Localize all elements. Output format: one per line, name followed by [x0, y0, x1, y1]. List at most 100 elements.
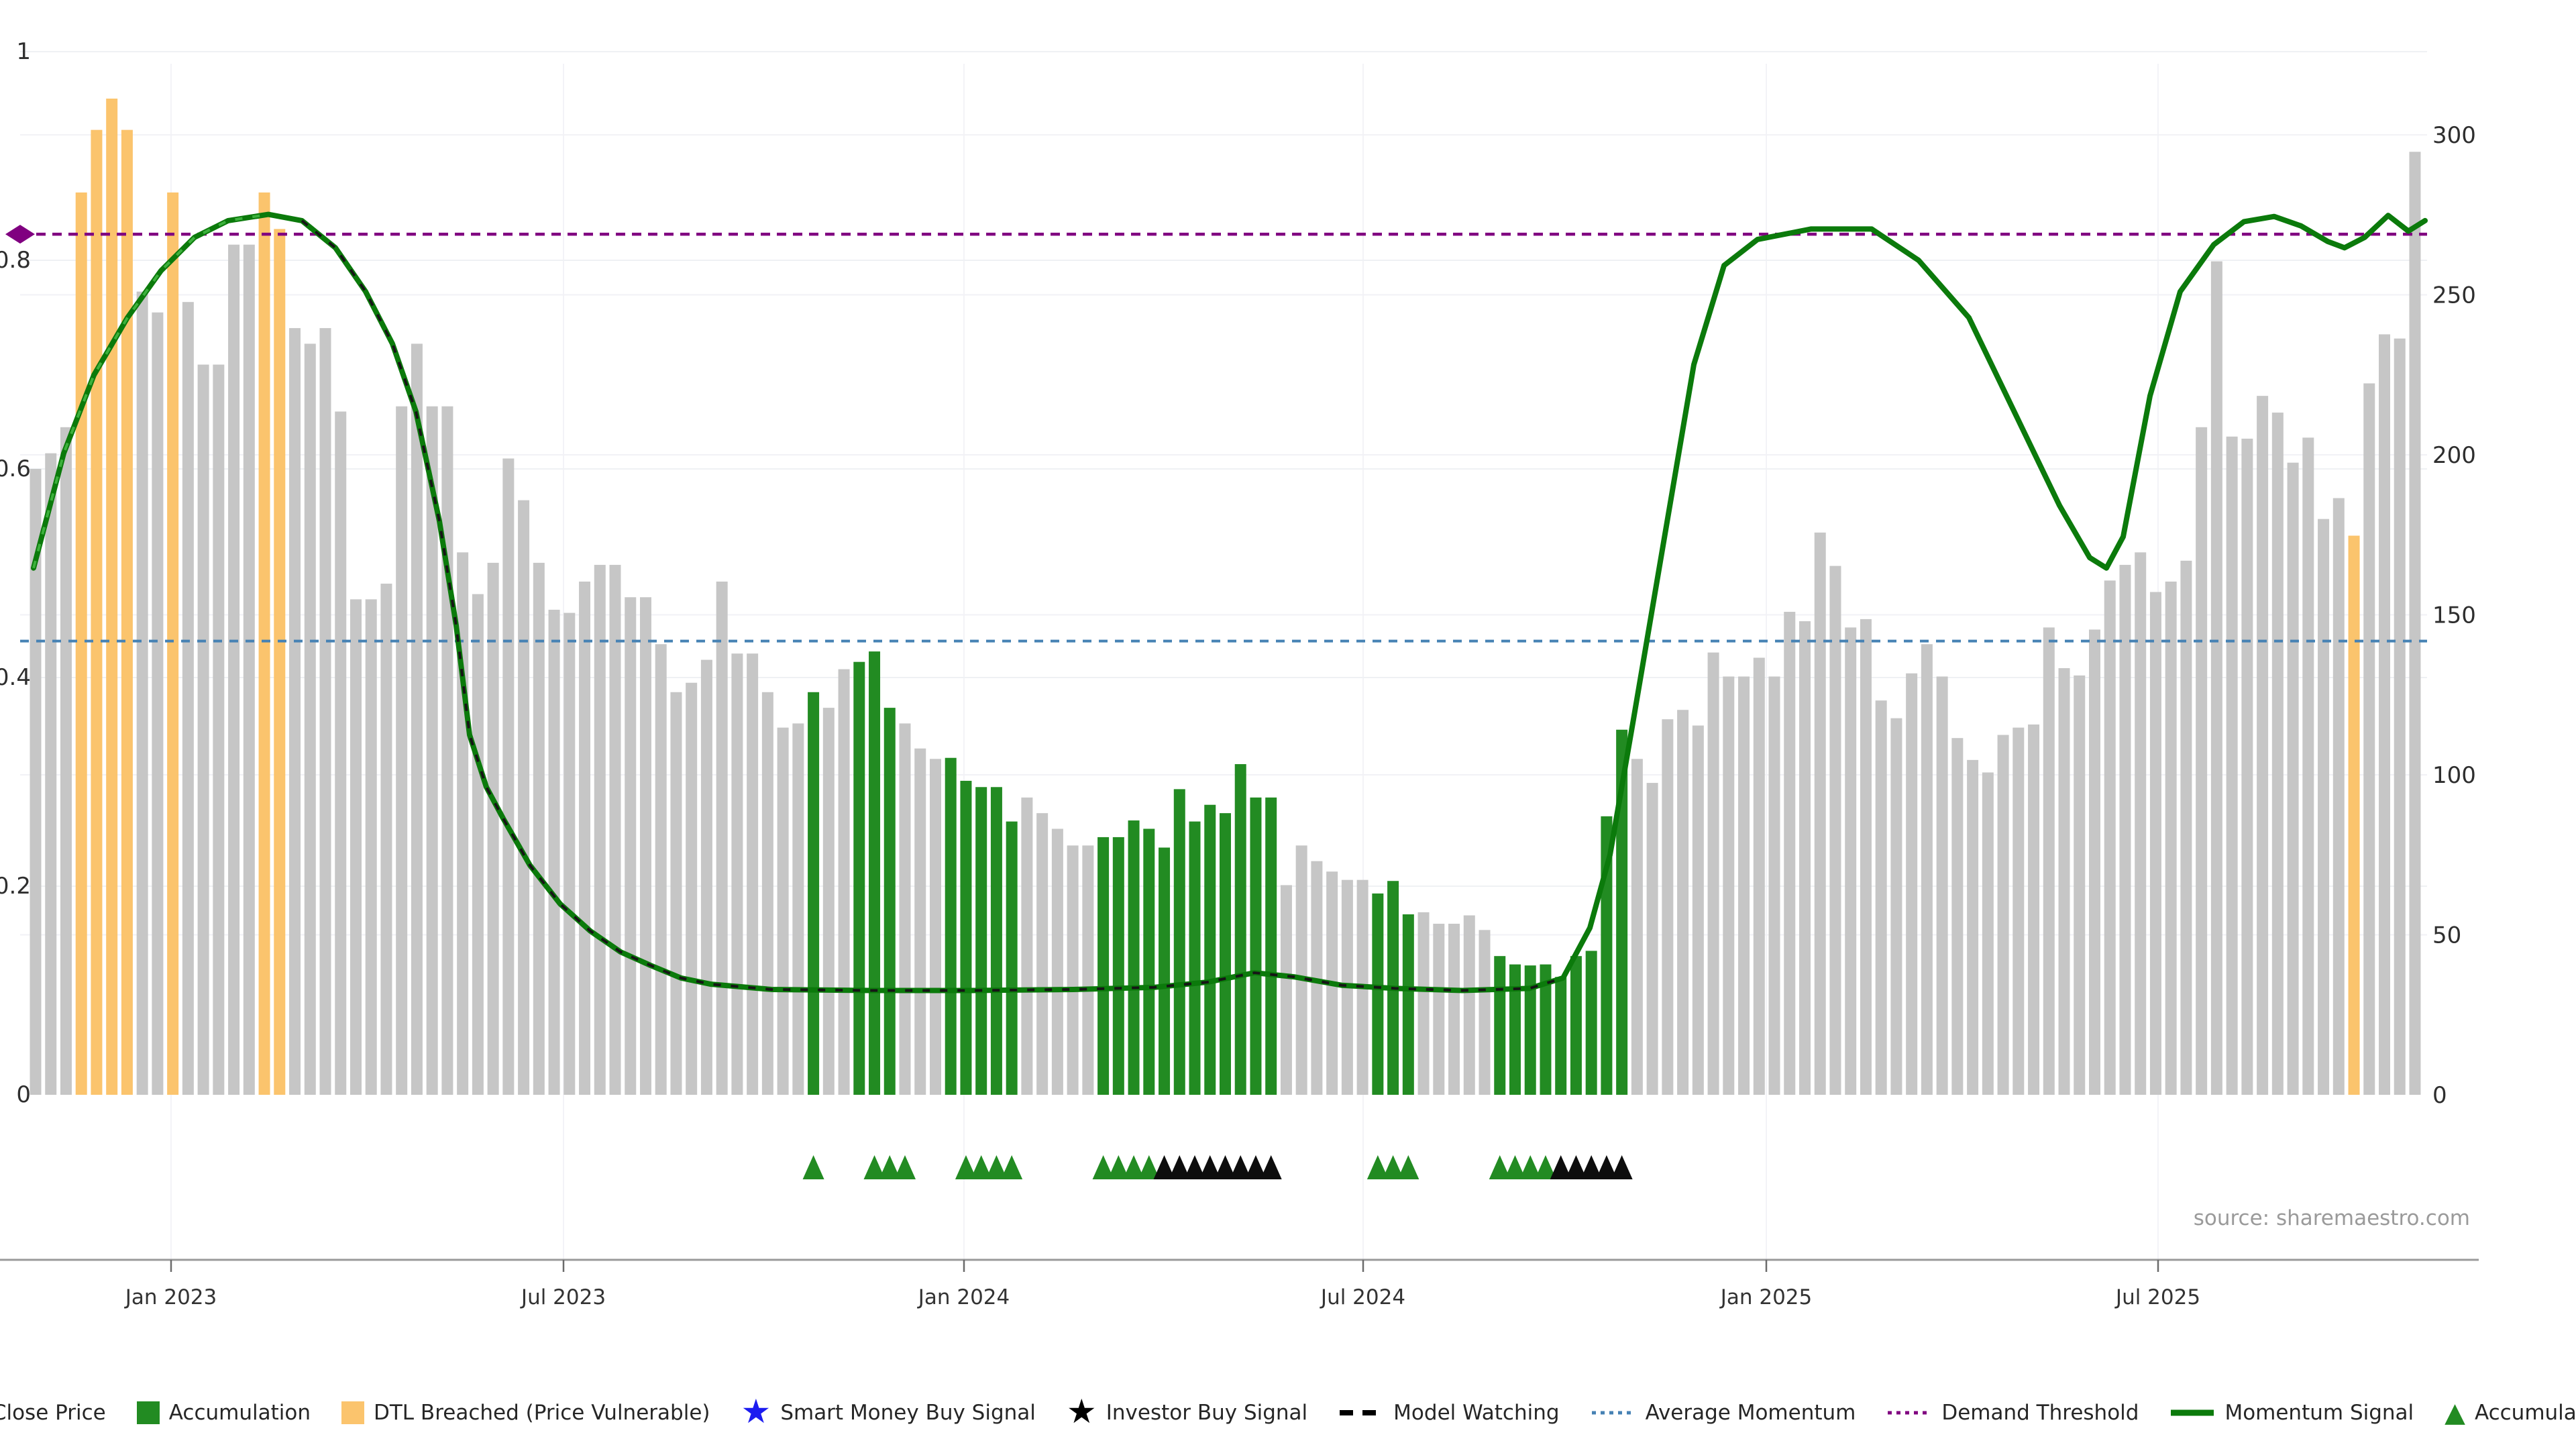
accumulation-dashes [32, 213, 269, 569]
investor-buy-marker [1153, 1155, 1175, 1179]
bar [838, 669, 850, 1095]
bar [1936, 676, 1948, 1095]
bar [2394, 338, 2406, 1095]
bar [518, 500, 530, 1095]
legend-item: ★ Investor Buy Signal [1066, 1392, 1307, 1431]
bar [883, 708, 896, 1095]
right-axis-tick-label: 0 [2432, 1082, 2447, 1109]
bar [396, 406, 408, 1095]
accumulation-marker [1519, 1155, 1542, 1179]
bar [1631, 759, 1643, 1095]
bar [106, 98, 118, 1095]
bar [792, 723, 804, 1095]
bar [1784, 612, 1796, 1095]
bar [2363, 383, 2375, 1095]
bar [808, 692, 820, 1095]
axis-labels: 0 0.2 0.4 0.6 0.8 1 0 50 100 150 200 250 300 Jan 2023… [0, 38, 2476, 1309]
bar [45, 453, 57, 1095]
bar [1860, 619, 1872, 1095]
bar [1372, 893, 1384, 1095]
accumulation-marker [1123, 1155, 1145, 1179]
bar [548, 609, 560, 1095]
price-bars [30, 98, 2421, 1095]
bar [152, 312, 164, 1095]
bar [1814, 532, 1826, 1095]
right-axis-tick-label: 100 [2432, 762, 2476, 789]
bar [2348, 535, 2360, 1095]
legend-label: Smart Money Buy Signal [780, 1401, 1036, 1425]
bar [2012, 727, 2025, 1095]
bar [1845, 627, 1857, 1095]
bar [1585, 951, 1597, 1095]
bar [136, 291, 148, 1095]
investor-buy-marker [1169, 1155, 1191, 1179]
bar [380, 584, 392, 1095]
bar [1723, 676, 1735, 1095]
bar [258, 192, 270, 1095]
bar [670, 692, 682, 1095]
bar [1921, 644, 1933, 1095]
left-axis-tick-label: 0.6 [0, 455, 31, 482]
bar [2409, 152, 2421, 1095]
bar [1768, 676, 1780, 1095]
bar [472, 594, 484, 1095]
legend-star-icon: ★ [1066, 1392, 1097, 1431]
bar [1265, 797, 1277, 1095]
bar [1906, 673, 1918, 1095]
investor-buy-marker [1550, 1155, 1572, 1179]
bar [761, 692, 773, 1095]
bar [1753, 657, 1765, 1095]
left-axis-tick-label: 0.4 [0, 664, 31, 691]
investor-buy-marker [1244, 1155, 1267, 1179]
bar [2088, 629, 2100, 1095]
bar [2287, 462, 2299, 1095]
bar [1997, 735, 2009, 1095]
accumulation-marker [1366, 1155, 1389, 1179]
investor-buy-marker [1565, 1155, 1587, 1179]
bar [1097, 837, 1110, 1095]
bar [1967, 759, 1979, 1095]
accumulation-marker [863, 1155, 885, 1179]
bar [365, 599, 377, 1095]
bar [1159, 847, 1171, 1095]
bar [1173, 789, 1185, 1095]
legend-item: Average Momentum [1591, 1401, 1856, 1425]
bar [182, 302, 194, 1095]
bar [1982, 772, 1994, 1095]
bar [914, 748, 926, 1095]
legend-line-icon [2171, 1409, 2214, 1416]
x-axis-tick-label: Jan 2025 [1719, 1285, 1813, 1309]
investor-buy-marker [1260, 1155, 1282, 1179]
bar [1250, 797, 1262, 1095]
bar [716, 581, 728, 1095]
bar [1524, 965, 1536, 1095]
legend-triangle-icon: ▲ [2445, 1397, 2465, 1428]
legend-item: Close Price [0, 1401, 106, 1425]
legend-dotted-icon [1591, 1411, 1635, 1415]
right-axis-tick-label: 300 [2432, 122, 2476, 149]
bar [579, 581, 591, 1095]
bar [228, 244, 240, 1095]
bar [960, 780, 972, 1095]
bar [2302, 437, 2314, 1095]
bar [1707, 652, 1719, 1095]
investor-buy-marker [1580, 1155, 1603, 1179]
accumulation-marker [955, 1155, 977, 1179]
bar [213, 364, 225, 1095]
bar [1662, 719, 1674, 1095]
accumulation-marker [970, 1155, 992, 1179]
legend-label: DTL Breached (Price Vulnerable) [374, 1401, 710, 1425]
bar [2318, 519, 2330, 1095]
bar [1463, 915, 1475, 1095]
accumulation-marker [1001, 1155, 1023, 1179]
accumulation-marker [1504, 1155, 1526, 1179]
bar [1219, 813, 1231, 1095]
left-axis-tick-label: 0.2 [0, 873, 31, 900]
bar [350, 599, 362, 1095]
investor-buy-marker [1611, 1155, 1633, 1179]
bar [1402, 914, 1414, 1095]
bar [1540, 964, 1552, 1095]
legend-label: Close Price [0, 1401, 106, 1425]
